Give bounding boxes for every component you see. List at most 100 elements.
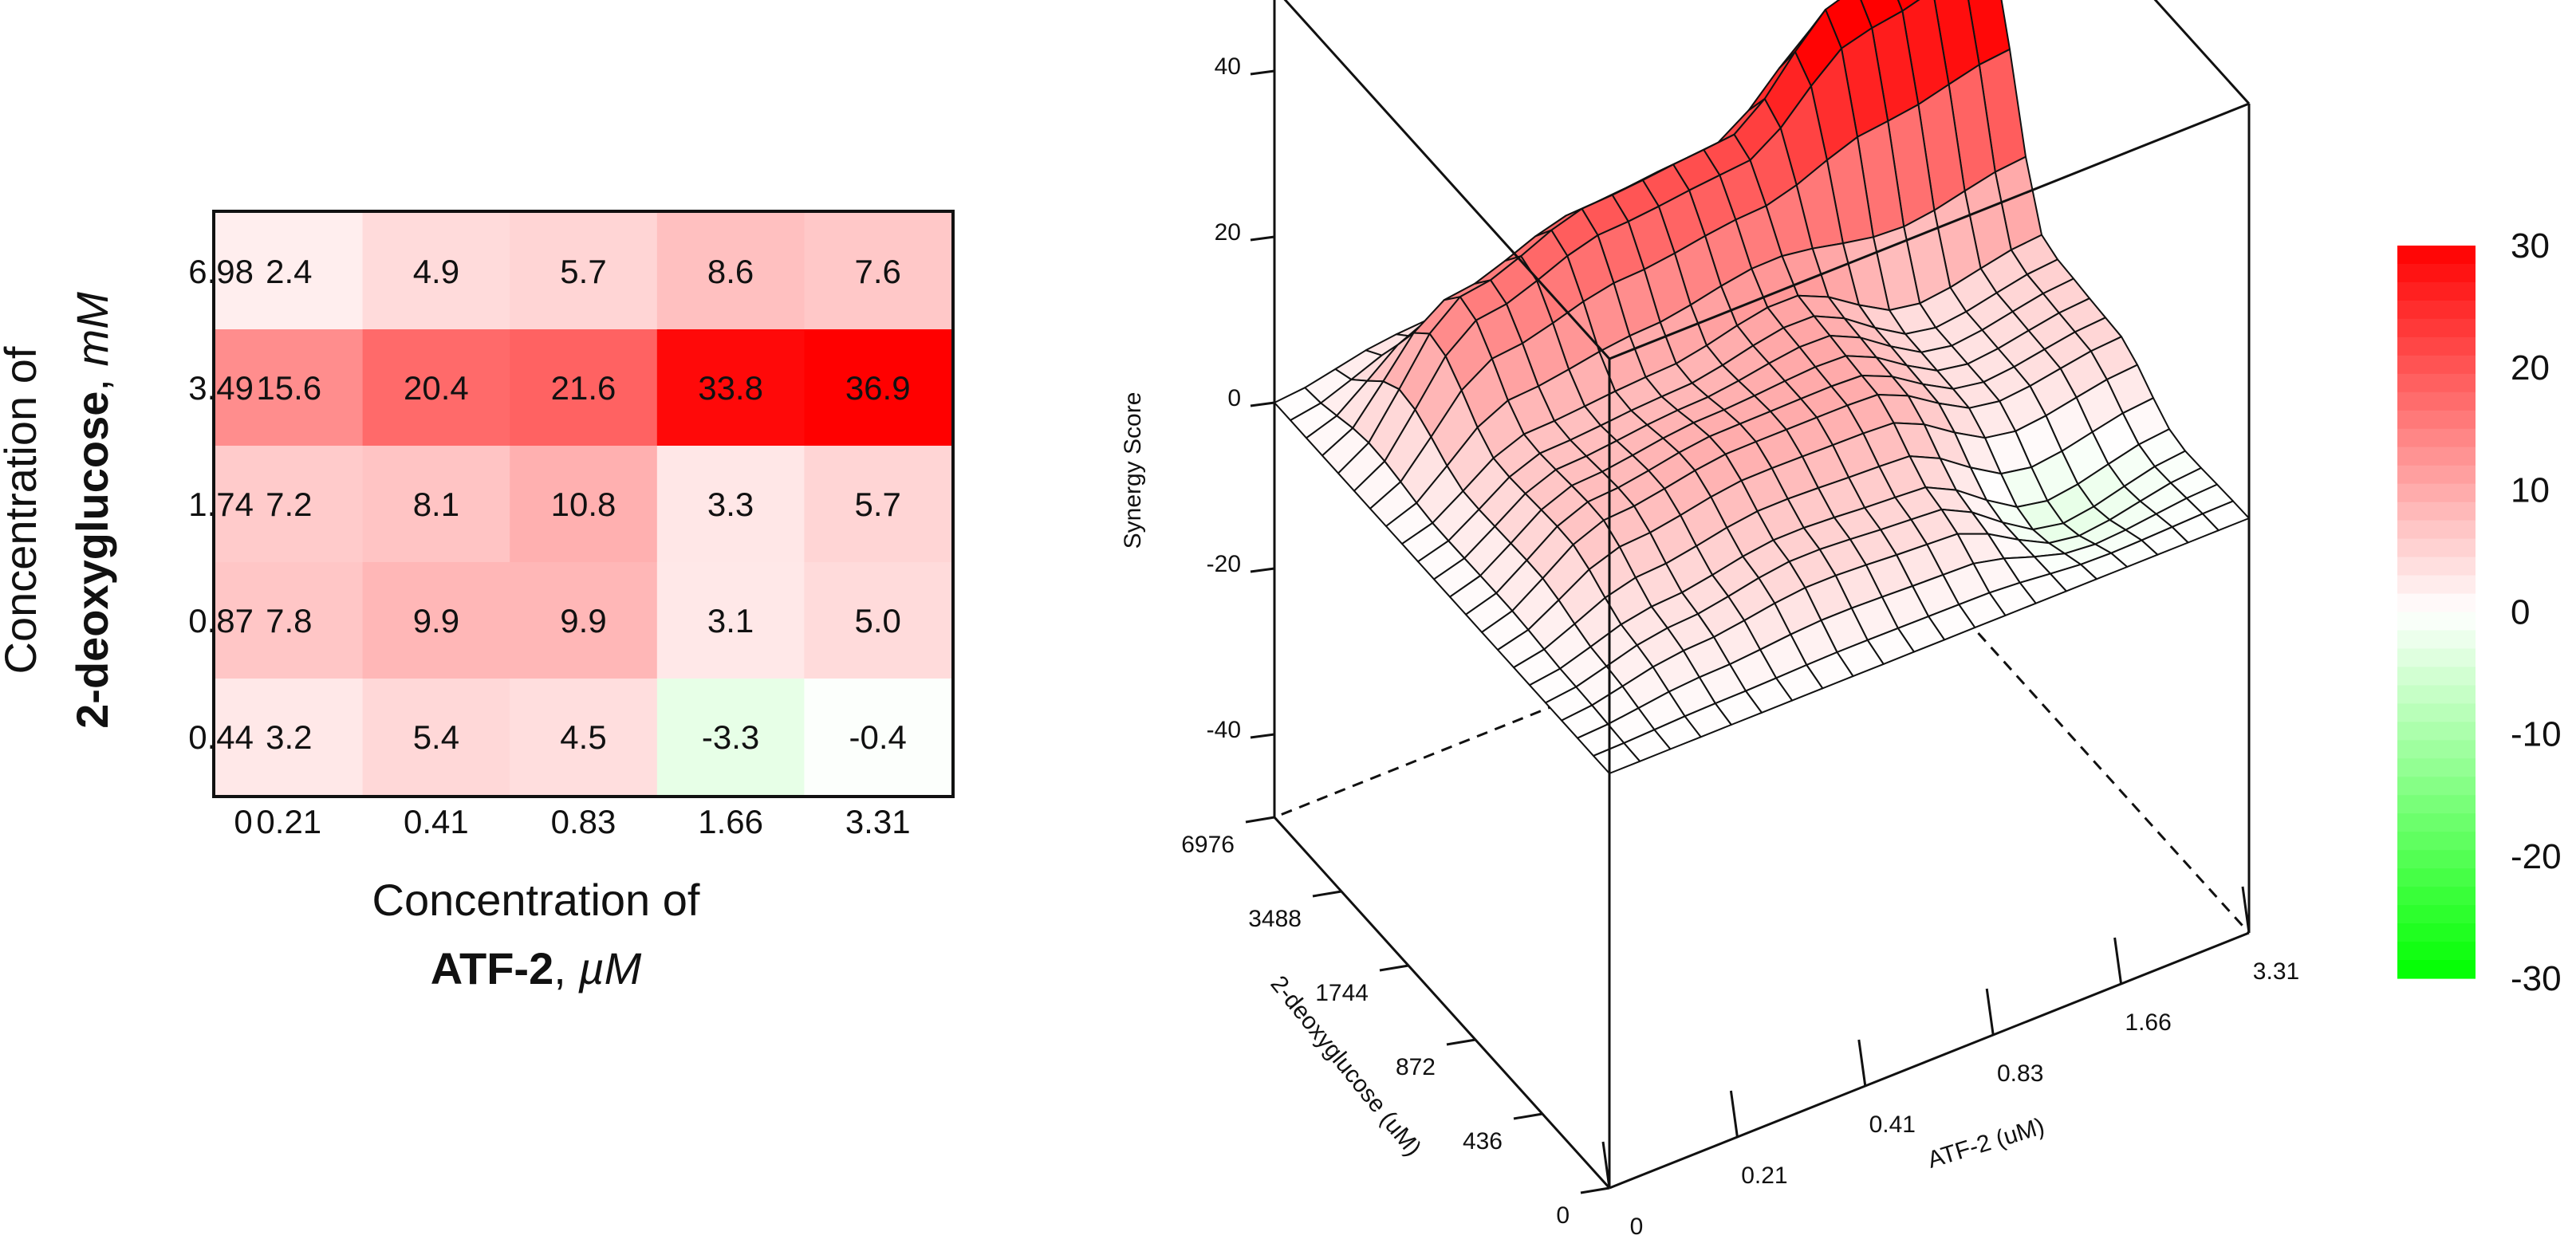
surface-x-tick-0 xyxy=(1601,1141,1611,1189)
heatmap-value-r3-c3: 3.1 xyxy=(707,602,754,639)
heatmap-y-tick-4: 0.44 xyxy=(188,718,254,756)
heatmap-y-axis-title-line1: Concentration of xyxy=(0,346,45,674)
surface-y-tick-label-0: 0 xyxy=(1556,1202,1570,1229)
surface-y-tick-label-3: 1744 xyxy=(1315,980,1369,1006)
colorbar-tick-label-1: 20 xyxy=(2511,348,2550,388)
colorbar-band-30 xyxy=(2397,795,2476,814)
heatmap-value-r0-c2: 5.7 xyxy=(560,253,606,290)
heatmap-value-r4-c3: -3.3 xyxy=(702,718,759,756)
heatmap-cell-r2-c4 xyxy=(804,446,952,563)
heatmap-value-r2-c0: 7.2 xyxy=(266,486,312,523)
colorbar-band-8 xyxy=(2397,391,2476,411)
colorbar-band-37 xyxy=(2397,923,2476,942)
colorbar-band-38 xyxy=(2397,942,2476,961)
surface-facet-0-0 xyxy=(1593,742,1641,774)
surface-y-tick-5 xyxy=(1245,816,1275,824)
heatmap-value-r0-c4: 7.6 xyxy=(855,253,901,290)
heatmap-cell-r4-c4 xyxy=(804,679,952,796)
surface-z-tick-label-2: 0 xyxy=(1227,385,1241,411)
colorbar-band-16 xyxy=(2397,538,2476,558)
heatmap-cell-r3-c4 xyxy=(804,562,952,679)
colorbar-bands xyxy=(2397,246,2476,979)
heatmap-cell-r0-c4 xyxy=(804,213,952,330)
heatmap-value-r2-c3: 3.3 xyxy=(707,486,754,523)
surface-y-axis: 0 436 872 1744 3488 6976 xyxy=(1181,816,1610,1229)
heatmap-cell-r0-c1 xyxy=(362,213,510,330)
heatmap-y-tick-2: 1.74 xyxy=(188,486,254,523)
colorbar: 30 20 10 0 -10 -20 -30 xyxy=(2397,226,2562,998)
surface-y-tick-label-5: 6976 xyxy=(1181,832,1235,858)
synergy-surface xyxy=(1274,0,2250,774)
heatmap-value-r1-c4: 36.9 xyxy=(845,369,911,407)
heatmap-cell-r3-c1 xyxy=(362,562,510,679)
surface-x-axis-title: ATF-2 (uM) xyxy=(1924,1113,2047,1174)
colorbar-band-18 xyxy=(2397,575,2476,595)
colorbar-band-19 xyxy=(2397,593,2476,613)
surface-x-tick-3 xyxy=(1985,988,1995,1036)
heatmap-origin-label: 0 xyxy=(234,803,252,840)
surface-y-tick-1 xyxy=(1513,1112,1543,1120)
heatmap-cell-r4-c1 xyxy=(362,679,510,796)
colorbar-band-7 xyxy=(2397,373,2476,393)
heatmap-value-r3-c1: 9.9 xyxy=(413,602,459,639)
colorbar-tick-label-2: 10 xyxy=(2511,470,2550,509)
heatmap-x-tick-4: 3.31 xyxy=(845,803,911,840)
heatmap-value-r4-c4: -0.4 xyxy=(849,718,907,756)
colorbar-tick-label-0: 30 xyxy=(2511,226,2550,266)
colorbar-band-32 xyxy=(2397,832,2476,851)
surface-z-tick-label-3: -20 xyxy=(1207,551,1241,577)
colorbar-band-9 xyxy=(2397,410,2476,430)
heatmap-cell-r0-c2 xyxy=(510,213,658,330)
colorbar-band-29 xyxy=(2397,777,2476,796)
heatmap-y-axis-title-line2: 2-deoxyglucose, mM xyxy=(67,292,117,729)
colorbar-band-12 xyxy=(2397,465,2476,485)
heatmap-y-tick-3: 0.87 xyxy=(188,602,254,639)
surface-x-tick-label-5: 3.31 xyxy=(2253,958,2299,985)
colorbar-band-22 xyxy=(2397,648,2476,668)
heatmap-x-tick-0: 0.21 xyxy=(256,803,321,840)
colorbar-band-21 xyxy=(2397,630,2476,650)
heatmap-value-r2-c2: 10.8 xyxy=(551,486,616,523)
heatmap-value-r1-c2: 21.6 xyxy=(551,369,616,407)
colorbar-band-36 xyxy=(2397,905,2476,924)
colorbar-band-33 xyxy=(2397,850,2476,869)
heatmap-value-r0-c1: 4.9 xyxy=(413,253,459,290)
heatmap-x-tick-labels: 0.21 0.41 0.83 1.66 3.31 xyxy=(256,803,910,840)
heatmap-cell-r2-c0 xyxy=(215,446,364,563)
colorbar-band-28 xyxy=(2397,758,2476,777)
colorbar-tick-labels: 30 20 10 0 -10 -20 -30 xyxy=(2511,226,2562,998)
surface-x-tick-label-4: 1.66 xyxy=(2125,1009,2171,1036)
surface-y-tick-2 xyxy=(1446,1038,1476,1046)
surface-x-tick-label-2: 0.41 xyxy=(1869,1111,1916,1138)
surface-y-tick-3 xyxy=(1379,964,1409,972)
colorbar-band-27 xyxy=(2397,740,2476,759)
heatmap-value-r4-c1: 5.4 xyxy=(413,718,459,756)
heatmap-value-r3-c0: 7.8 xyxy=(266,602,312,639)
surface-x-tick-label-0: 0 xyxy=(1630,1214,1644,1240)
heatmap-value-r1-c0: 15.6 xyxy=(256,369,321,407)
surface-x-axis: 0 0.21 0.41 0.83 1.66 3.31 xyxy=(1601,886,2299,1240)
surface-y-tick-label-4: 3488 xyxy=(1248,906,1302,932)
colorbar-band-31 xyxy=(2397,813,2476,832)
colorbar-band-25 xyxy=(2397,703,2476,722)
heatmap-cell-r1-c0 xyxy=(215,329,364,447)
heatmap-value-r4-c2: 4.5 xyxy=(560,718,606,756)
surface-y-tick-label-2: 872 xyxy=(1396,1054,1436,1080)
heatmap-value-r3-c2: 9.9 xyxy=(560,602,606,639)
box-edge-top-right xyxy=(2153,0,2251,105)
colorbar-band-23 xyxy=(2397,667,2476,686)
surface-z-tick-0 xyxy=(1250,69,1275,76)
heatmap-cell-r3-c2 xyxy=(510,562,658,679)
heatmap-value-r4-c0: 3.2 xyxy=(266,718,312,756)
colorbar-tick-label-5: -20 xyxy=(2511,837,2562,876)
surface-y-tick-label-1: 436 xyxy=(1463,1128,1503,1155)
heatmap-cell-r1-c4 xyxy=(804,329,952,447)
surface-z-tick-3 xyxy=(1250,567,1275,573)
box-edge-top-left xyxy=(1283,0,1611,360)
surface-z-tick-label-1: 20 xyxy=(1215,219,1241,246)
heatmap-value-r2-c1: 8.1 xyxy=(413,486,459,523)
colorbar-band-20 xyxy=(2397,612,2476,631)
heatmap-value-r2-c4: 5.7 xyxy=(855,486,901,523)
surface-y-tick-0 xyxy=(1580,1186,1610,1194)
